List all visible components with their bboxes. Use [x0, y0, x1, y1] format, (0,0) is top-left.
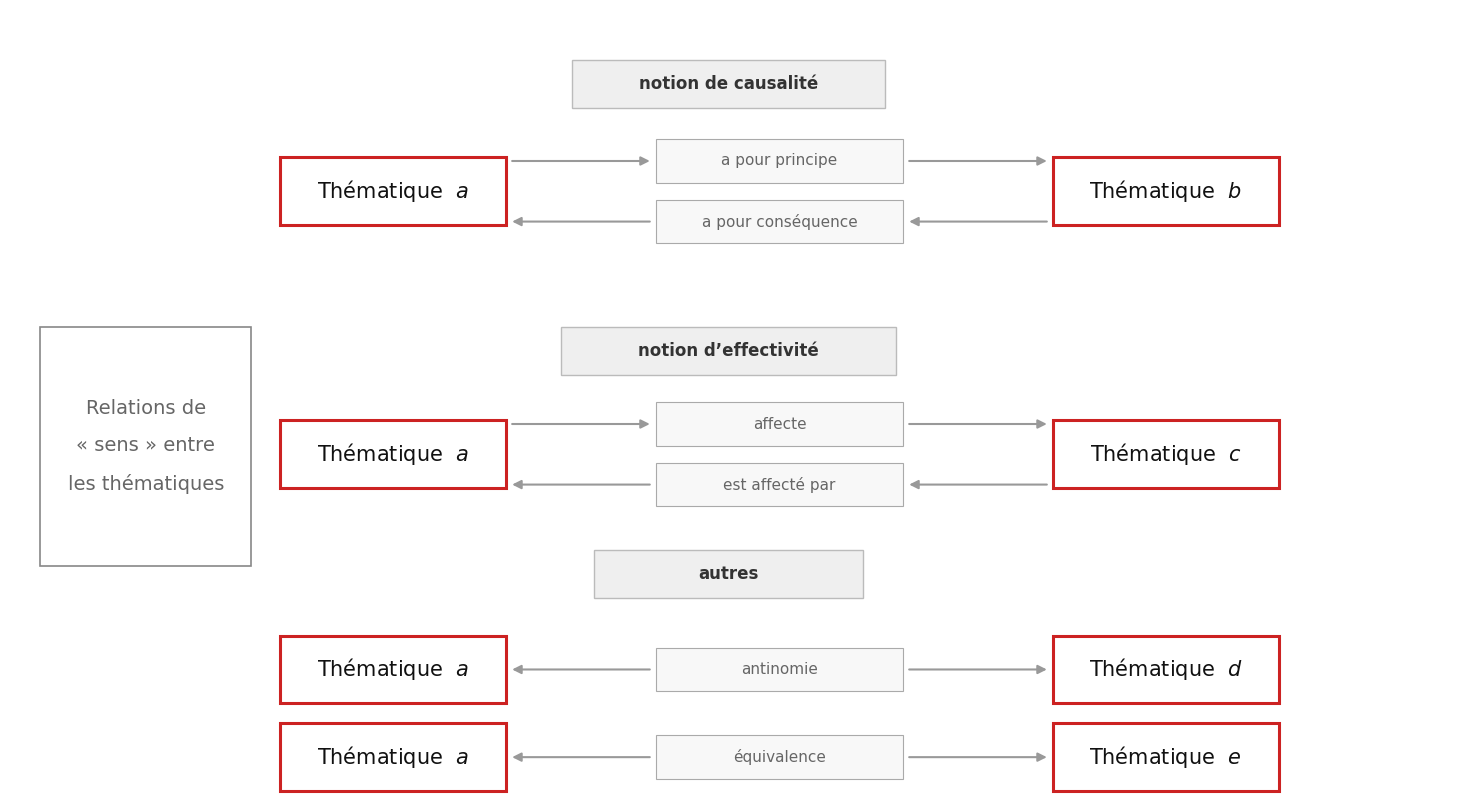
FancyBboxPatch shape — [594, 550, 863, 598]
Text: a pour principe: a pour principe — [721, 154, 838, 168]
FancyBboxPatch shape — [1052, 724, 1279, 791]
FancyBboxPatch shape — [280, 421, 507, 488]
FancyBboxPatch shape — [561, 327, 896, 375]
Text: notion de causalité: notion de causalité — [638, 75, 819, 92]
Text: Thématique  $d$: Thématique $d$ — [1088, 657, 1243, 682]
Text: autres: autres — [698, 565, 759, 583]
FancyBboxPatch shape — [1052, 636, 1279, 704]
FancyBboxPatch shape — [280, 636, 507, 704]
FancyBboxPatch shape — [280, 724, 507, 791]
Text: équivalence: équivalence — [733, 749, 826, 765]
Text: Thématique  $a$: Thématique $a$ — [318, 179, 469, 204]
Text: est affecté par: est affecté par — [723, 477, 836, 493]
Text: affecte: affecte — [753, 417, 806, 431]
Text: a pour conséquence: a pour conséquence — [702, 214, 857, 230]
Text: Thématique  $e$: Thématique $e$ — [1090, 744, 1241, 770]
Text: notion d’effectivité: notion d’effectivité — [638, 342, 819, 359]
FancyBboxPatch shape — [656, 462, 903, 507]
Text: Thématique  $b$: Thématique $b$ — [1090, 179, 1241, 204]
FancyBboxPatch shape — [656, 139, 903, 183]
FancyBboxPatch shape — [656, 200, 903, 244]
FancyBboxPatch shape — [41, 327, 251, 566]
Text: Thématique  $a$: Thématique $a$ — [318, 744, 469, 770]
Text: antinomie: antinomie — [742, 662, 817, 677]
FancyBboxPatch shape — [656, 647, 903, 691]
FancyBboxPatch shape — [1052, 158, 1279, 226]
FancyBboxPatch shape — [280, 158, 507, 226]
Text: Thématique  $a$: Thématique $a$ — [318, 442, 469, 467]
Text: Thématique  $c$: Thématique $c$ — [1090, 442, 1241, 467]
FancyBboxPatch shape — [656, 402, 903, 446]
Text: Relations de
« sens » entre
les thématiques: Relations de « sens » entre les thématiq… — [67, 398, 224, 494]
FancyBboxPatch shape — [571, 60, 886, 108]
Text: Thématique  $a$: Thématique $a$ — [318, 657, 469, 682]
FancyBboxPatch shape — [656, 735, 903, 779]
FancyBboxPatch shape — [1052, 421, 1279, 488]
